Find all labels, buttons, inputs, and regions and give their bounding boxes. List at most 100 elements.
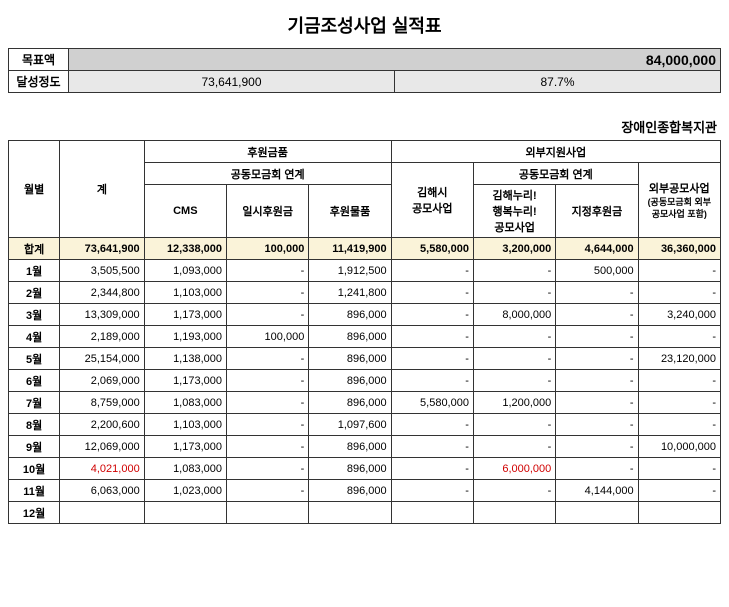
table-row: 6월2,069,0001,173,000-896,000---- bbox=[9, 370, 721, 392]
cell-gimhae: - bbox=[391, 326, 473, 348]
sum-gimhae: 5,580,000 bbox=[391, 238, 473, 260]
sum-mulpum: 11,419,900 bbox=[309, 238, 391, 260]
cell-gimhae: - bbox=[391, 414, 473, 436]
hdr-gimhae: 김해시 공모사업 bbox=[391, 163, 473, 238]
cell-external bbox=[638, 502, 720, 524]
table-row: 10월4,021,0001,083,000-896,000-6,000,000-… bbox=[9, 458, 721, 480]
cell-total: 2,200,600 bbox=[60, 414, 145, 436]
cell-cms: 1,103,000 bbox=[144, 414, 226, 436]
cell-nuri bbox=[473, 502, 555, 524]
cell-cms: 1,173,000 bbox=[144, 304, 226, 326]
cell-nuri: - bbox=[473, 282, 555, 304]
cell-external: 10,000,000 bbox=[638, 436, 720, 458]
cell-month: 1월 bbox=[9, 260, 60, 282]
cell-month: 7월 bbox=[9, 392, 60, 414]
cell-jijung: - bbox=[556, 436, 638, 458]
achieve-pct: 87.7% bbox=[395, 71, 721, 93]
cell-ilsi: - bbox=[227, 480, 309, 502]
table-row: 7월8,759,0001,083,000-896,0005,580,0001,2… bbox=[9, 392, 721, 414]
cell-total: 25,154,000 bbox=[60, 348, 145, 370]
cell-ilsi: - bbox=[227, 458, 309, 480]
cell-mulpum: 896,000 bbox=[309, 304, 391, 326]
cell-gimhae: - bbox=[391, 480, 473, 502]
cell-gimhae bbox=[391, 502, 473, 524]
hdr-group1-sub: 공동모금회 연계 bbox=[144, 163, 391, 185]
cell-month: 5월 bbox=[9, 348, 60, 370]
cell-total: 12,069,000 bbox=[60, 436, 145, 458]
cell-mulpum: 1,241,800 bbox=[309, 282, 391, 304]
sum-external: 36,360,000 bbox=[638, 238, 720, 260]
cell-jijung: - bbox=[556, 348, 638, 370]
table-row: 5월25,154,0001,138,000-896,000---23,120,0… bbox=[9, 348, 721, 370]
table-row: 4월2,189,0001,193,000100,000896,000---- bbox=[9, 326, 721, 348]
cell-external: - bbox=[638, 458, 720, 480]
cell-mulpum: 896,000 bbox=[309, 392, 391, 414]
cell-cms: 1,103,000 bbox=[144, 282, 226, 304]
cell-jijung: 4,144,000 bbox=[556, 480, 638, 502]
hdr-jijung: 지정후원금 bbox=[556, 185, 638, 238]
sum-total: 73,641,900 bbox=[60, 238, 145, 260]
table-row: 8월2,200,6001,103,000-1,097,600---- bbox=[9, 414, 721, 436]
cell-external: - bbox=[638, 260, 720, 282]
cell-total: 2,344,800 bbox=[60, 282, 145, 304]
hdr-month: 월별 bbox=[9, 141, 60, 238]
cell-total: 2,189,000 bbox=[60, 326, 145, 348]
cell-ilsi: - bbox=[227, 282, 309, 304]
hdr-external: 외부공모사업 (공동모금회 외부 공모사업 포함) bbox=[638, 163, 720, 238]
summary-table: 목표액 84,000,000 달성정도 73,641,900 87.7% bbox=[8, 48, 721, 93]
cell-nuri: - bbox=[473, 480, 555, 502]
cell-month: 9월 bbox=[9, 436, 60, 458]
cell-cms: 1,173,000 bbox=[144, 436, 226, 458]
cell-month: 8월 bbox=[9, 414, 60, 436]
cell-jijung: - bbox=[556, 414, 638, 436]
cell-total: 2,069,000 bbox=[60, 370, 145, 392]
sum-ilsi: 100,000 bbox=[227, 238, 309, 260]
cell-month: 2월 bbox=[9, 282, 60, 304]
cell-month: 3월 bbox=[9, 304, 60, 326]
cell-month: 12월 bbox=[9, 502, 60, 524]
hdr-group2: 외부지원사업 bbox=[391, 141, 720, 163]
cell-ilsi: - bbox=[227, 260, 309, 282]
cell-cms: 1,138,000 bbox=[144, 348, 226, 370]
cell-ilsi: - bbox=[227, 304, 309, 326]
cell-gimhae: - bbox=[391, 348, 473, 370]
cell-jijung: - bbox=[556, 458, 638, 480]
cell-mulpum: 896,000 bbox=[309, 436, 391, 458]
cell-cms: 1,023,000 bbox=[144, 480, 226, 502]
cell-gimhae: - bbox=[391, 304, 473, 326]
sum-cms: 12,338,000 bbox=[144, 238, 226, 260]
cell-jijung bbox=[556, 502, 638, 524]
cell-mulpum: 1,912,500 bbox=[309, 260, 391, 282]
cell-mulpum: 896,000 bbox=[309, 458, 391, 480]
page-title: 기금조성사업 실적표 bbox=[8, 8, 721, 48]
cell-gimhae: - bbox=[391, 282, 473, 304]
cell-total: 6,063,000 bbox=[60, 480, 145, 502]
cell-mulpum: 896,000 bbox=[309, 480, 391, 502]
cell-ilsi bbox=[227, 502, 309, 524]
cell-cms: 1,173,000 bbox=[144, 370, 226, 392]
hdr-cms: CMS bbox=[144, 185, 226, 238]
cell-cms: 1,093,000 bbox=[144, 260, 226, 282]
cell-ilsi: 100,000 bbox=[227, 326, 309, 348]
cell-month: 10월 bbox=[9, 458, 60, 480]
cell-cms: 1,193,000 bbox=[144, 326, 226, 348]
table-row: 3월13,309,0001,173,000-896,000-8,000,000-… bbox=[9, 304, 721, 326]
cell-jijung: - bbox=[556, 370, 638, 392]
achieve-amount: 73,641,900 bbox=[69, 71, 395, 93]
cell-gimhae: - bbox=[391, 436, 473, 458]
cell-nuri: - bbox=[473, 260, 555, 282]
cell-cms: 1,083,000 bbox=[144, 392, 226, 414]
cell-external: 23,120,000 bbox=[638, 348, 720, 370]
cell-gimhae: 5,580,000 bbox=[391, 392, 473, 414]
cell-external: - bbox=[638, 370, 720, 392]
cell-gimhae: - bbox=[391, 458, 473, 480]
cell-ilsi: - bbox=[227, 392, 309, 414]
achieve-label: 달성정도 bbox=[9, 71, 69, 93]
cell-external: - bbox=[638, 392, 720, 414]
cell-nuri: - bbox=[473, 326, 555, 348]
cell-nuri: - bbox=[473, 414, 555, 436]
table-row: 9월12,069,0001,173,000-896,000---10,000,0… bbox=[9, 436, 721, 458]
cell-mulpum: 896,000 bbox=[309, 370, 391, 392]
cell-jijung: - bbox=[556, 392, 638, 414]
cell-cms bbox=[144, 502, 226, 524]
